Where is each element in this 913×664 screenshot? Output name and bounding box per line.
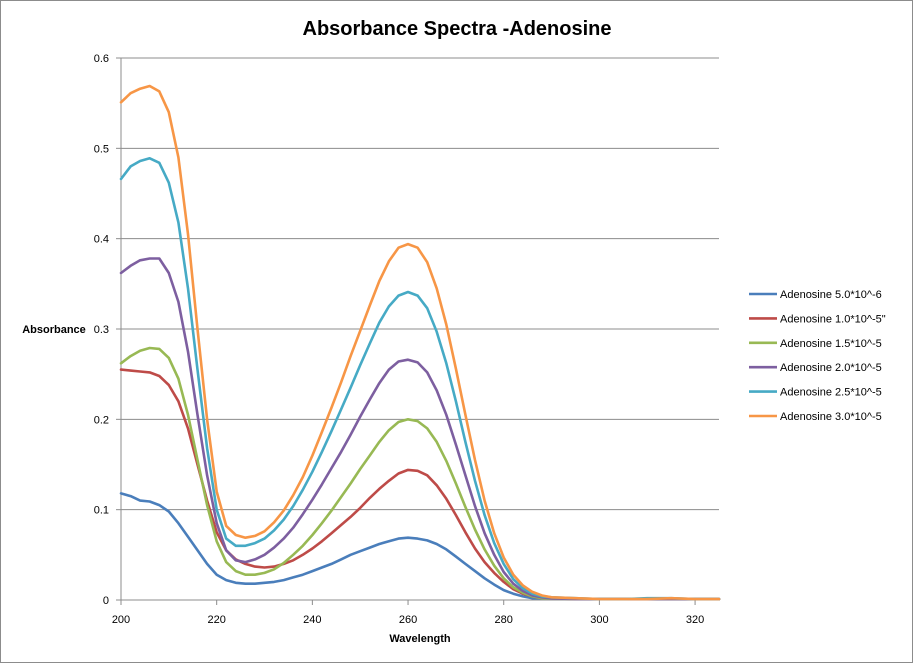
x-tick-label: 260 xyxy=(399,614,417,626)
legend-label-6: Adenosine 3.0*10^-5 xyxy=(780,411,882,423)
x-tick-label: 320 xyxy=(686,614,704,626)
chart-title: Absorbance Spectra -Adenosine xyxy=(303,18,612,40)
series-lines xyxy=(119,84,721,601)
y-tick-label: 0.1 xyxy=(94,505,109,517)
x-tick-label: 220 xyxy=(208,614,226,626)
y-tick-label: 0 xyxy=(103,595,109,607)
y-tick-label: 0.2 xyxy=(94,414,109,426)
legend-label-2: Adenosine 1.0*10^-5" xyxy=(780,313,886,325)
series-line-6 xyxy=(119,84,721,601)
series-line-2 xyxy=(119,368,721,601)
x-tick-label: 200 xyxy=(112,614,130,626)
x-axis-label: Wavelength xyxy=(389,633,451,645)
x-tick-label: 240 xyxy=(303,614,321,626)
y-axis-label: Absorbance xyxy=(22,324,86,336)
series-line-4 xyxy=(119,257,721,601)
series-line-5 xyxy=(119,157,721,601)
legend-label-5: Adenosine 2.5*10^-5 xyxy=(780,387,882,399)
legend: Adenosine 5.0*10^-6 Adenosine 1.0*10^-5" A… xyxy=(749,289,886,423)
legend-label-1: Adenosine 5.0*10^-6 xyxy=(780,289,882,301)
grid-lines xyxy=(121,57,719,511)
y-tick-label: 0.4 xyxy=(94,234,109,246)
x-tick-label: 300 xyxy=(590,614,608,626)
y-tick-label: 0.3 xyxy=(94,324,109,336)
legend-label-3: Adenosine 1.5*10^-5 xyxy=(780,338,882,350)
legend-label-4: Adenosine 2.0*10^-5 xyxy=(780,362,882,374)
y-tick-label: 0.6 xyxy=(94,53,109,65)
x-tick-label: 280 xyxy=(495,614,513,626)
tick-labels: 0 0.1 0.2 0.3 0.4 0.5 0.6 200 220 240 260 280 300 320 xyxy=(94,53,705,626)
y-tick-label: 0.5 xyxy=(94,143,109,155)
axes xyxy=(116,57,719,605)
